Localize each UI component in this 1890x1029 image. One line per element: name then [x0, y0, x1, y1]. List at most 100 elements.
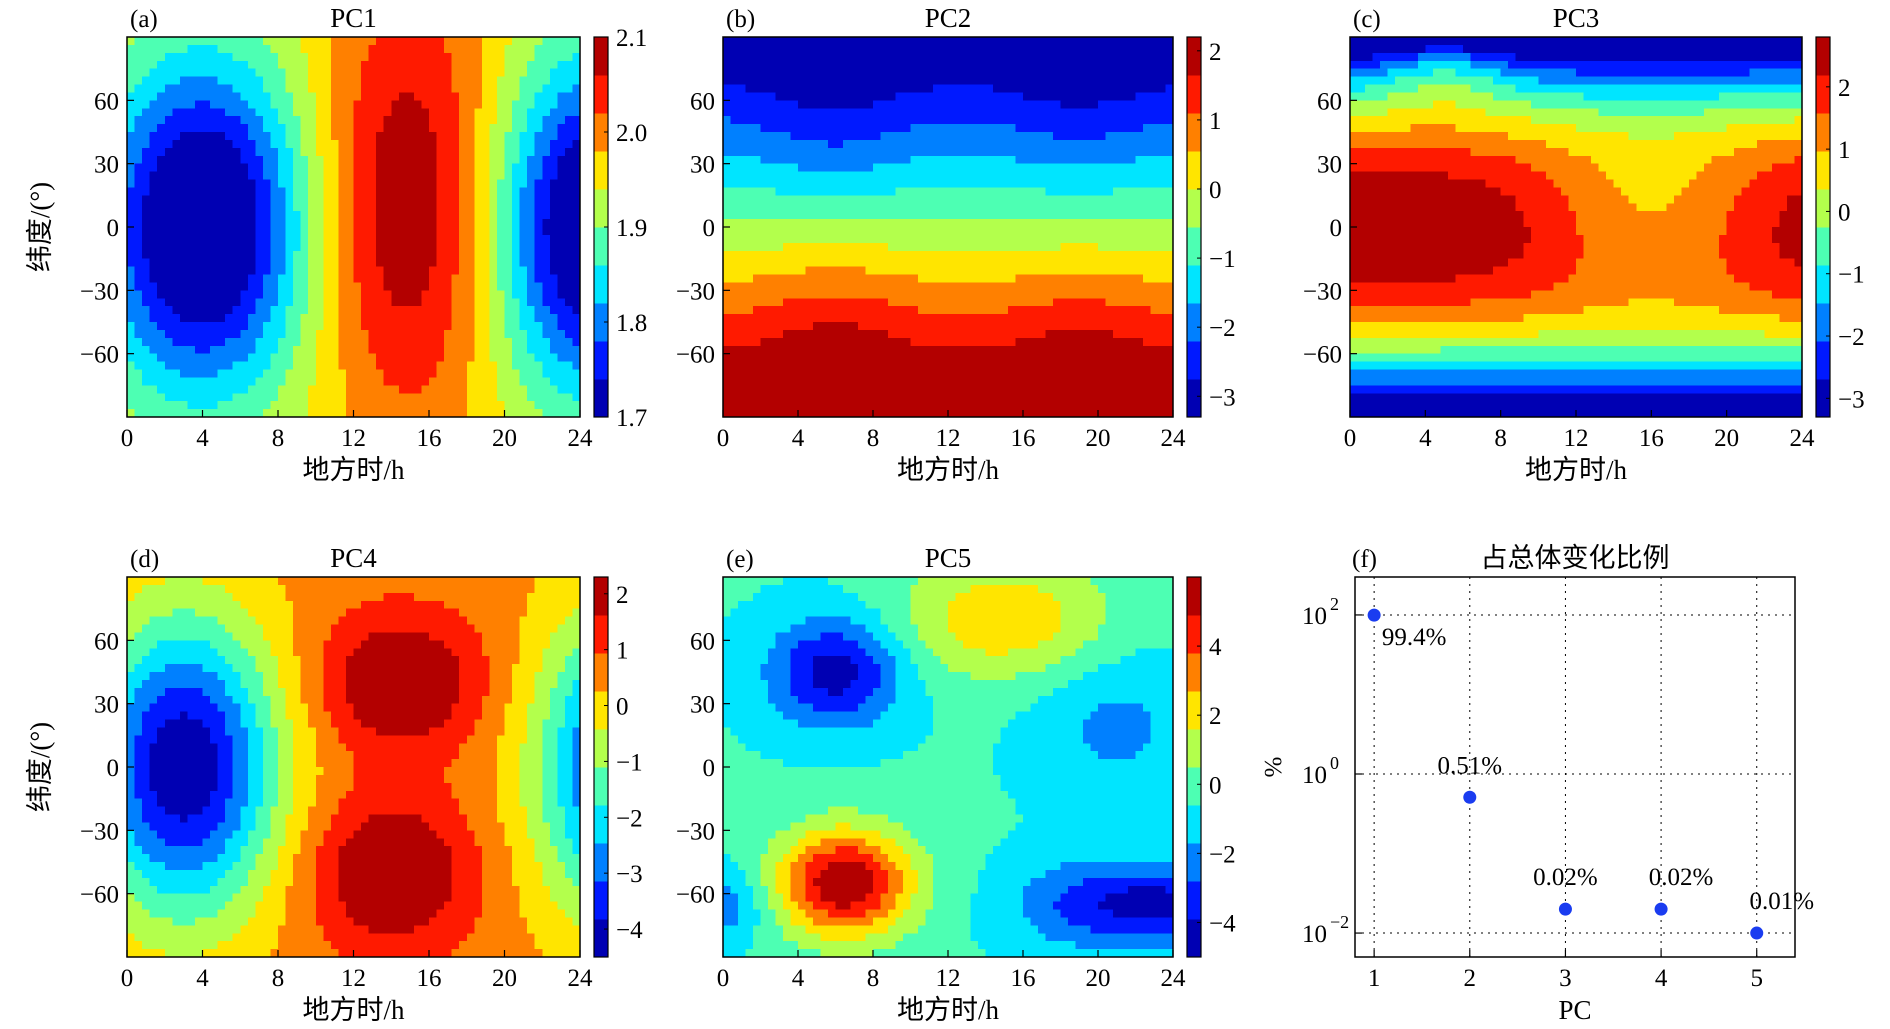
contour-cell: [134, 76, 143, 86]
contour-cell: [963, 179, 972, 189]
contour-cell: [895, 132, 904, 141]
contour-cell: [353, 298, 362, 307]
contour-cell: [421, 282, 430, 291]
contour-cell: [805, 171, 814, 181]
contour-cell: [1090, 132, 1099, 141]
contour-cell: [948, 211, 957, 220]
contour-cell: [149, 68, 158, 78]
contour-cell: [1008, 211, 1017, 220]
contour-cell: [828, 124, 837, 133]
contour-cell: [557, 274, 566, 284]
contour-cell: [353, 147, 362, 157]
contour-cell: [134, 409, 143, 418]
contour-cell: [323, 361, 332, 371]
contour-cell: [1128, 179, 1137, 189]
contour-cell: [1083, 187, 1092, 196]
contour-cell: [149, 227, 158, 236]
contour-cell: [376, 37, 385, 46]
contour-cell: [149, 76, 158, 86]
contour-cell: [564, 306, 574, 315]
contour-cell: [481, 100, 490, 109]
contour-cell: [1000, 195, 1009, 204]
contour-cell: [466, 329, 475, 339]
contour-cell: [232, 345, 241, 355]
contour-cell: [391, 163, 400, 173]
contour-cell: [753, 203, 762, 212]
contour-cell: [240, 171, 249, 181]
contour-cell: [187, 282, 196, 291]
contour-cell: [406, 337, 415, 347]
contour-cell: [993, 92, 1002, 101]
contour-cell: [1165, 250, 1174, 260]
contour-cell: [489, 179, 498, 189]
contour-cell: [903, 84, 912, 94]
contour-cell: [527, 44, 536, 54]
contour-cell: [247, 195, 256, 204]
contour-cell: [270, 163, 279, 173]
contour-cell: [557, 60, 566, 70]
contour-cell: [255, 250, 264, 260]
contour-cell: [805, 124, 814, 133]
contour-cell: [813, 37, 822, 46]
contour-cell: [1135, 187, 1144, 196]
contour-cell: [330, 84, 339, 94]
contour-cell: [504, 242, 513, 252]
contour-cell: [496, 203, 506, 212]
contour-cell: [353, 227, 362, 236]
contour-cell: [232, 306, 241, 315]
contour-cell: [1075, 227, 1084, 236]
contour-cell: [512, 187, 521, 196]
contour-cell: [149, 44, 158, 54]
contour-cell: [187, 100, 196, 109]
contour-cell: [783, 124, 792, 133]
contour-cell: [489, 385, 498, 394]
contour-cell: [179, 195, 188, 204]
contour-cell: [948, 60, 957, 70]
contour-cell: [820, 242, 829, 252]
contour-cell: [549, 171, 558, 181]
contour-cell: [1083, 52, 1092, 62]
contour-cell: [813, 298, 822, 307]
contour-cell: [262, 179, 272, 189]
contour-cell: [285, 345, 294, 355]
contour-cell: [429, 37, 438, 46]
contour-cell: [1008, 219, 1017, 228]
contour-cell: [783, 258, 792, 268]
contour-cell: [225, 322, 234, 331]
contour-cell: [1143, 155, 1152, 165]
contour-cell: [361, 100, 370, 109]
contour-cell: [1128, 124, 1137, 133]
contour-cell: [1023, 92, 1032, 101]
contour-cell: [157, 108, 166, 117]
contour-cell: [391, 171, 400, 181]
contour-cell: [496, 147, 506, 157]
contour-cell: [194, 203, 204, 212]
contour-cell: [723, 274, 732, 284]
contour-cell: [413, 377, 423, 386]
contour-cell: [202, 385, 211, 394]
contour-cell: [172, 37, 181, 46]
contour-cell: [527, 37, 536, 46]
contour-cell: [888, 139, 897, 149]
contour-cell: [723, 92, 732, 101]
contour-cell: [164, 76, 173, 86]
contour-cell: [1030, 250, 1039, 260]
contour-cell: [496, 139, 506, 149]
contour-cell: [278, 377, 287, 386]
contour-cell: [910, 234, 919, 244]
contour-cell: [270, 68, 279, 78]
contour-cell: [504, 337, 513, 347]
contour-cell: [918, 219, 927, 228]
contour-cell: [865, 266, 874, 276]
contour-cell: [783, 60, 792, 70]
contour-cell: [444, 52, 453, 62]
contour-cell: [202, 369, 211, 379]
contour-cell: [481, 92, 490, 101]
contour-cell: [323, 60, 332, 70]
contour-cell: [413, 76, 423, 86]
contour-cell: [534, 227, 543, 236]
contour-cell: [406, 108, 415, 117]
contour-cell: [127, 211, 136, 220]
contour-cell: [429, 52, 438, 62]
contour-cell: [918, 147, 927, 157]
